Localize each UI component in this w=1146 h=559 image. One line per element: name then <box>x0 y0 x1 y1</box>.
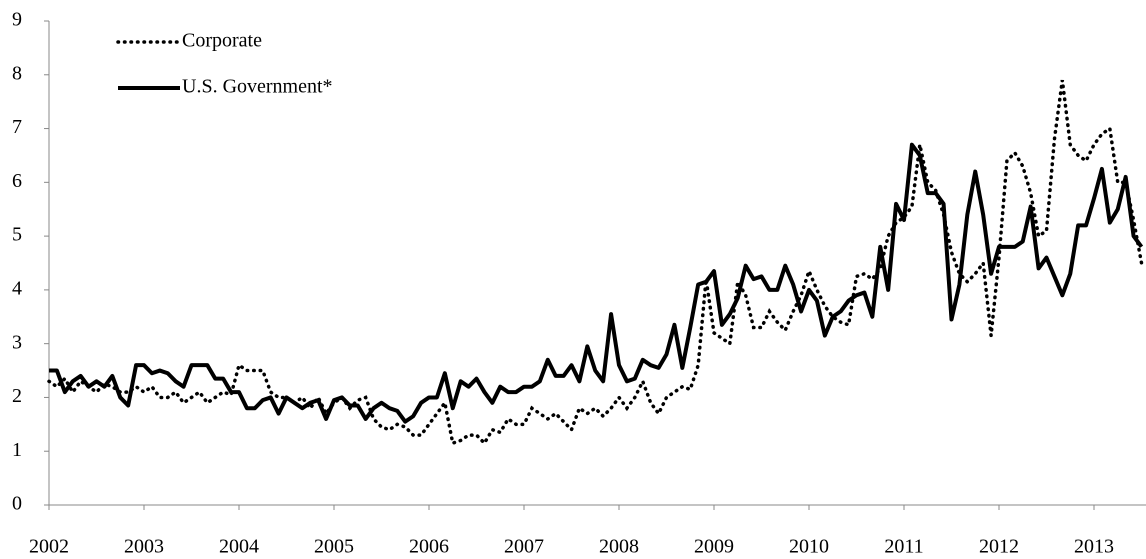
x-tick-label: 2009 <box>694 536 734 558</box>
x-tick-label: 2004 <box>219 536 259 558</box>
y-tick-label: 1 <box>12 439 22 461</box>
y-tick-label: 9 <box>12 9 22 31</box>
y-tick-label: 6 <box>12 170 22 192</box>
x-tick-label: 2007 <box>504 536 544 558</box>
y-tick-label: 8 <box>12 62 22 84</box>
series-line <box>49 142 1144 424</box>
series-line <box>47 79 1144 447</box>
y-tick-label: 4 <box>12 277 22 299</box>
y-tick-label: 0 <box>12 493 22 515</box>
x-tick-label: 2013 <box>1074 536 1114 558</box>
legend-label: Corporate <box>182 30 262 52</box>
x-tick-label: 2006 <box>409 536 449 558</box>
x-tick-label: 2012 <box>979 536 1019 558</box>
legend-label: U.S. Government* <box>182 76 333 98</box>
x-tick-label: 2010 <box>789 536 829 558</box>
x-tick-label: 2011 <box>884 536 923 558</box>
y-tick-label: 5 <box>12 224 22 246</box>
x-tick-label: 2002 <box>29 536 69 558</box>
y-tick-label: 7 <box>12 116 22 138</box>
x-tick-label: 2008 <box>599 536 639 558</box>
y-tick-label: 2 <box>12 385 22 407</box>
y-tick-label: 3 <box>12 331 22 353</box>
x-tick-label: 2003 <box>124 536 164 558</box>
x-tick-label: 2005 <box>314 536 354 558</box>
